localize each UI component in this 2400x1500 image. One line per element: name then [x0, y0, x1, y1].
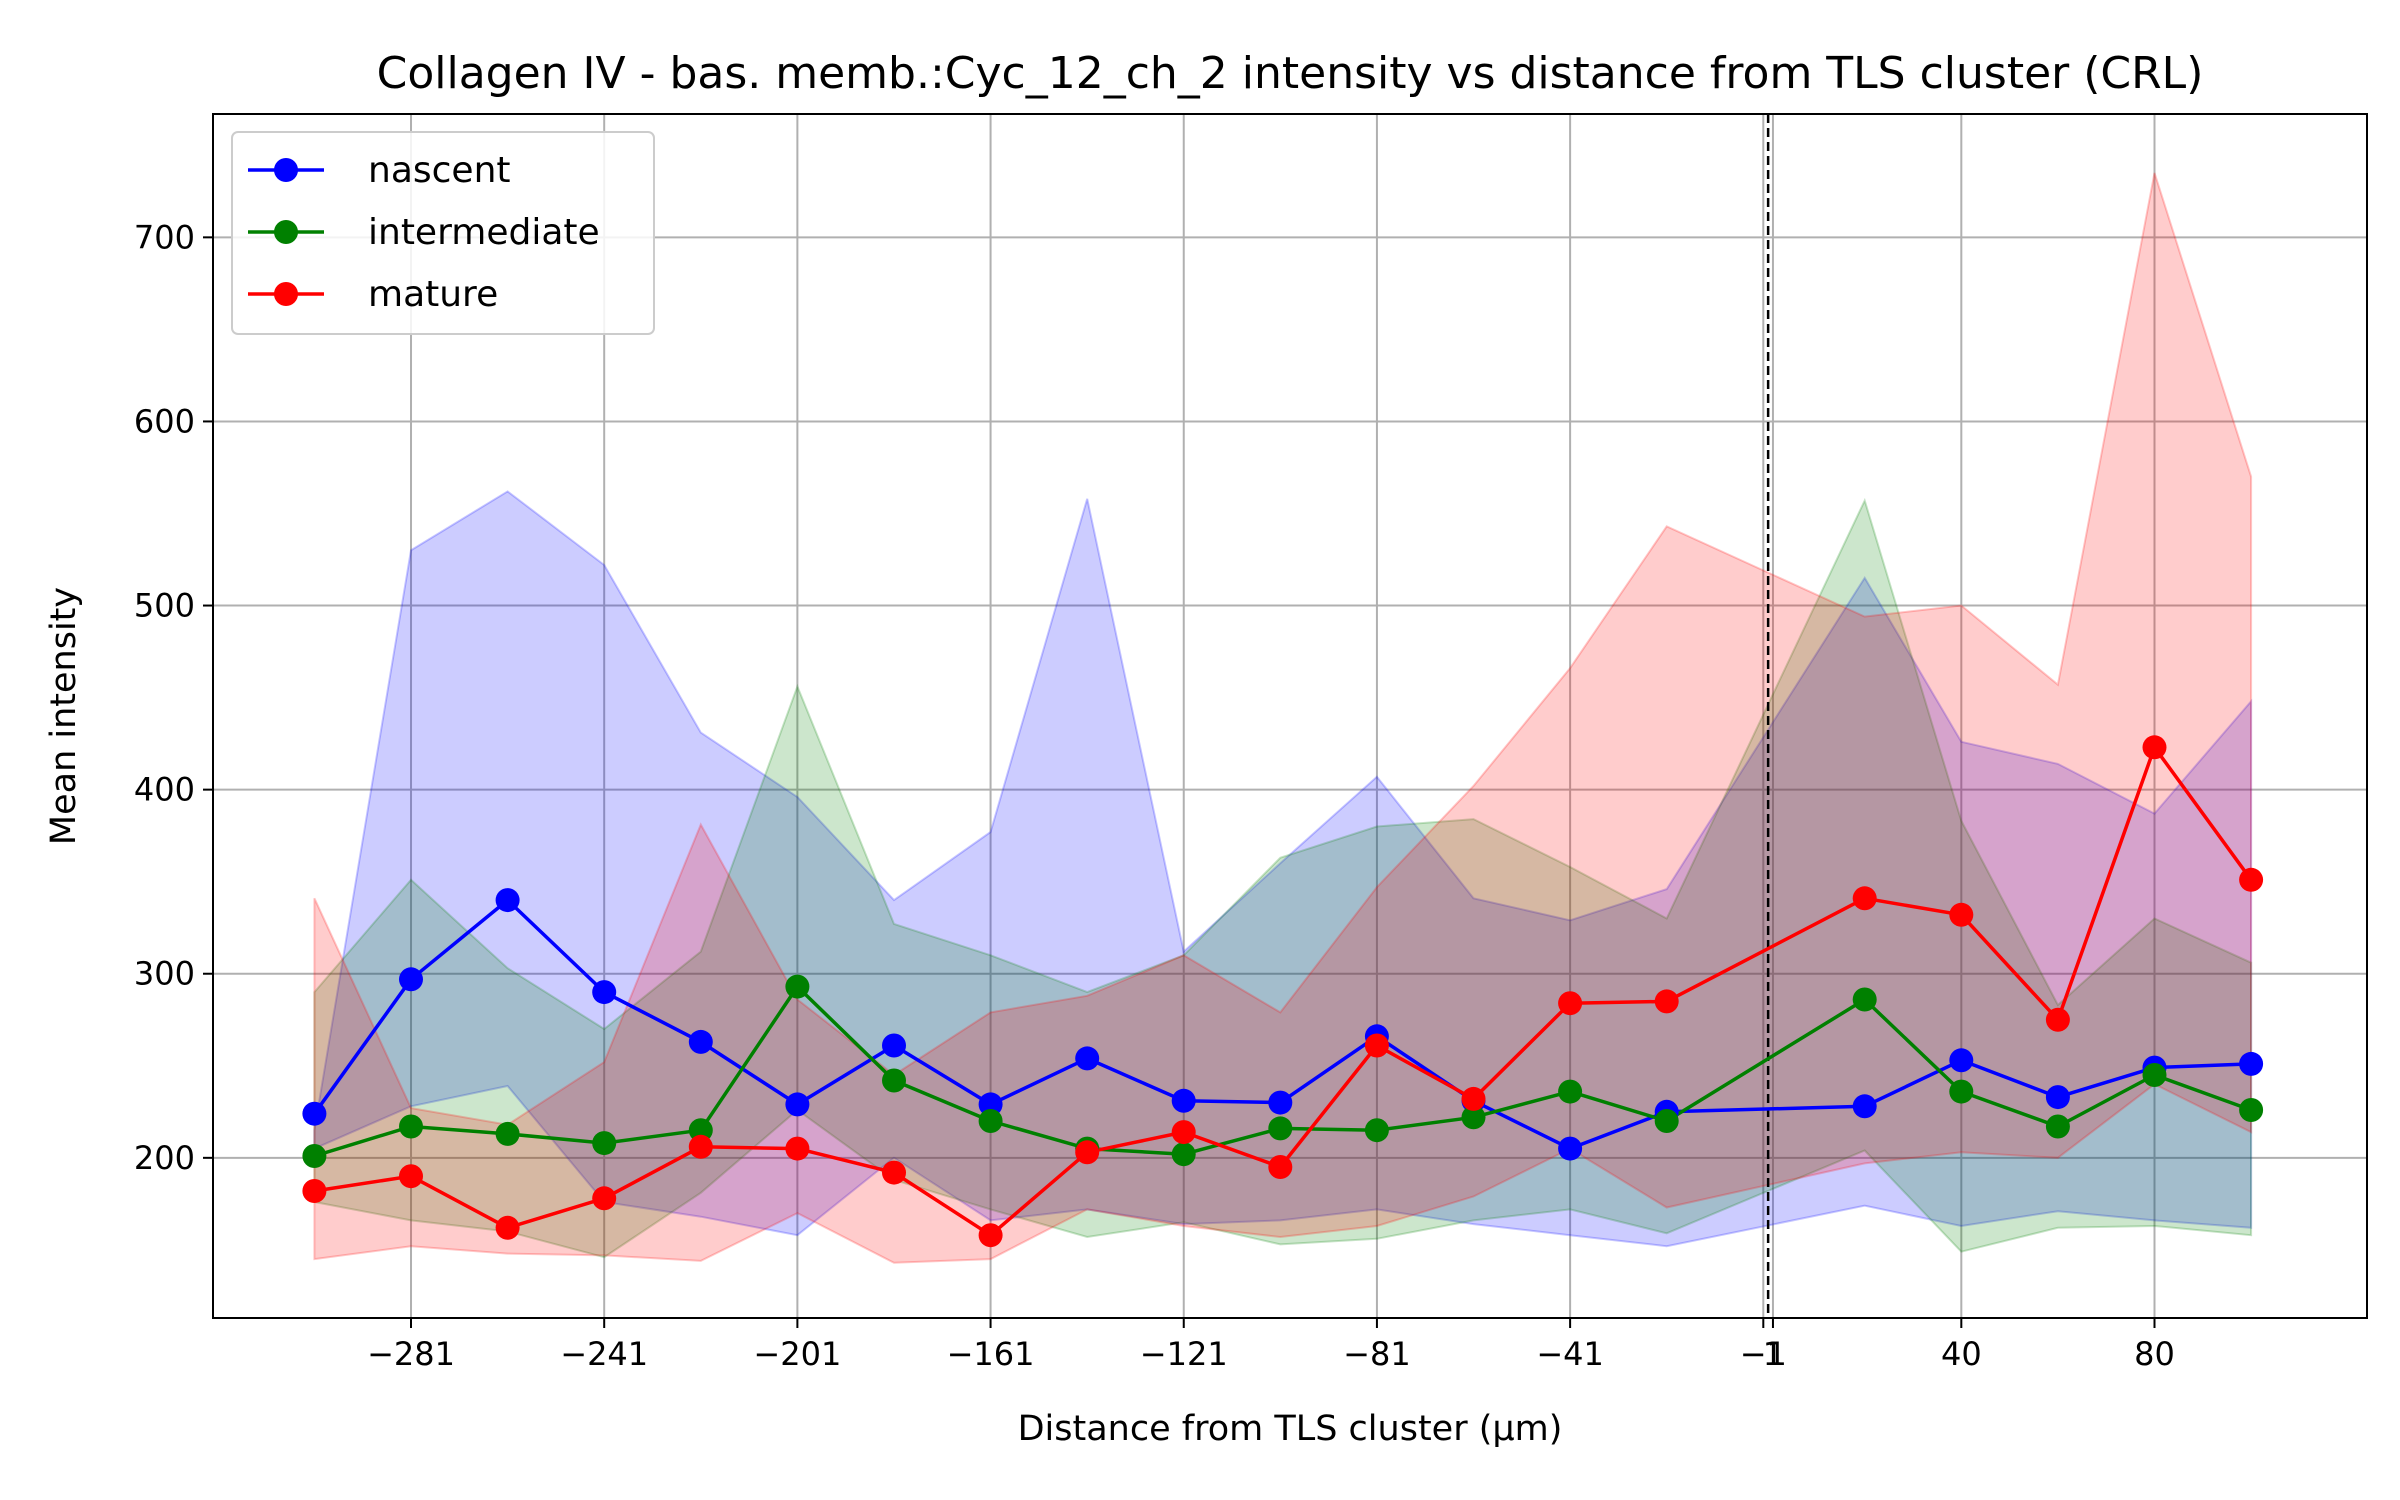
intermediate-data-point	[1654, 1109, 1679, 1133]
y-tick-label: 200	[134, 1139, 195, 1177]
x-axis-label: Distance from TLS cluster (μm)	[1018, 1409, 1563, 1449]
mature-data-point	[1075, 1140, 1100, 1165]
nascent-data-point	[2239, 1051, 2264, 1076]
x-tick-label: −161	[947, 1335, 1035, 1373]
nascent-data-point	[1949, 1048, 1974, 1073]
mature-data-point	[592, 1186, 617, 1211]
series-lines	[312, 745, 2253, 1237]
legend-swatch-marker	[274, 282, 298, 306]
intermediate-data-point	[1558, 1079, 1583, 1104]
intermediate-data-point	[882, 1068, 906, 1093]
intermediate-data-point	[1171, 1142, 1196, 1167]
intermediate-data-point	[399, 1114, 423, 1139]
nascent-data-point	[1171, 1088, 1196, 1113]
intermediate-series-line	[313, 984, 2252, 1158]
legend-label: mature	[368, 274, 498, 315]
intermediate-data-point	[302, 1144, 327, 1168]
y-tick-label: 400	[134, 771, 195, 809]
mature-data-point	[2045, 1007, 2070, 1032]
intermediate-data-point	[2142, 1063, 2167, 1087]
mature-data-point	[1558, 991, 1583, 1016]
y-tick-label: 600	[134, 402, 195, 440]
mature-data-point	[1949, 902, 1974, 927]
nascent-data-point	[495, 888, 520, 913]
mature-data-point	[1268, 1155, 1293, 1179]
mature-data-point	[399, 1164, 423, 1189]
mature-data-point	[1654, 989, 1679, 1014]
grid	[213, 114, 2367, 1318]
x-tick-label: −121	[1140, 1335, 1228, 1373]
intermediate-data-point	[495, 1121, 520, 1146]
mature-series-line	[314, 745, 2253, 1237]
mature-data-point	[882, 1160, 906, 1185]
y-axis-label: Mean intensity	[44, 587, 84, 845]
mature-data-point	[1171, 1120, 1196, 1145]
mature-data-point	[1852, 886, 1877, 911]
nascent-data-point	[1558, 1136, 1583, 1161]
chart-title: Collagen IV - bas. memb.:Cyc_12_ch_2 int…	[377, 48, 2204, 99]
mature-data-point	[2142, 735, 2167, 760]
intermediate-data-point	[978, 1109, 1003, 1133]
intermediate-data-point	[592, 1131, 617, 1156]
x-tick-label: 80	[2134, 1335, 2175, 1373]
mature-data-point	[688, 1134, 713, 1159]
intermediate-data-point	[1461, 1105, 1486, 1130]
x-tick-label: −201	[753, 1335, 841, 1373]
nascent-data-point	[2045, 1085, 2070, 1110]
y-tick-label: 500	[134, 587, 195, 625]
intermediate-data-point	[2045, 1114, 2070, 1139]
nascent-data-point	[592, 980, 617, 1005]
y-tick-label: 300	[134, 955, 195, 993]
x-tick-label: 1	[1763, 1335, 1783, 1373]
mature-data-point	[1461, 1086, 1486, 1111]
intermediate-data-point	[1949, 1079, 1974, 1104]
series-points	[302, 735, 2264, 1248]
nascent-data-point	[785, 1092, 810, 1117]
mature-data-point	[1364, 1033, 1389, 1058]
axis-ticks: −281 −241 −201 −161 −121 −81 −41 −11 40 80 200 300 4…	[134, 218, 2175, 1373]
legend-swatch-marker	[274, 158, 298, 182]
legend-label: intermediate	[368, 212, 600, 253]
nascent-data-point	[1852, 1094, 1877, 1119]
mature-data-point	[2239, 867, 2264, 892]
legend-label: nascent	[368, 150, 511, 191]
legend-swatch-marker	[274, 220, 298, 244]
x-tick-label: −81	[1343, 1335, 1411, 1373]
mature-data-point	[495, 1215, 520, 1240]
intermediate-data-point	[1268, 1116, 1293, 1141]
x-tick-label: −1	[1740, 1335, 1787, 1373]
intermediate-data-point	[1852, 987, 1877, 1012]
x-tick-label: 40	[1941, 1335, 1982, 1373]
intermediate-data-point	[1364, 1118, 1389, 1143]
mature-data-point	[978, 1223, 1003, 1248]
nascent-data-point	[1268, 1090, 1293, 1115]
y-tick-label: 700	[134, 218, 195, 256]
nascent-data-point	[688, 1029, 713, 1054]
nascent-series-line	[312, 898, 2252, 1151]
legend-box	[231, 131, 655, 335]
nascent-data-point	[399, 967, 423, 992]
mature-data-point	[785, 1136, 810, 1161]
nascent-data-point	[882, 1033, 906, 1058]
x-tick-label: −241	[560, 1335, 648, 1373]
legend: nascent intermediate mature	[231, 131, 655, 335]
plot-frame	[212, 113, 2368, 1319]
x-tick-label: −281	[367, 1335, 455, 1373]
x-tick-label: −41	[1536, 1335, 1604, 1373]
intermediate-data-point	[785, 974, 810, 999]
mature-data-point	[302, 1179, 327, 1203]
nascent-data-point	[302, 1101, 327, 1126]
intermediate-data-point	[2239, 1098, 2264, 1122]
nascent-data-point	[978, 1092, 1003, 1117]
intermediate-data-point	[688, 1118, 713, 1143]
nascent-data-point	[1075, 1046, 1100, 1071]
